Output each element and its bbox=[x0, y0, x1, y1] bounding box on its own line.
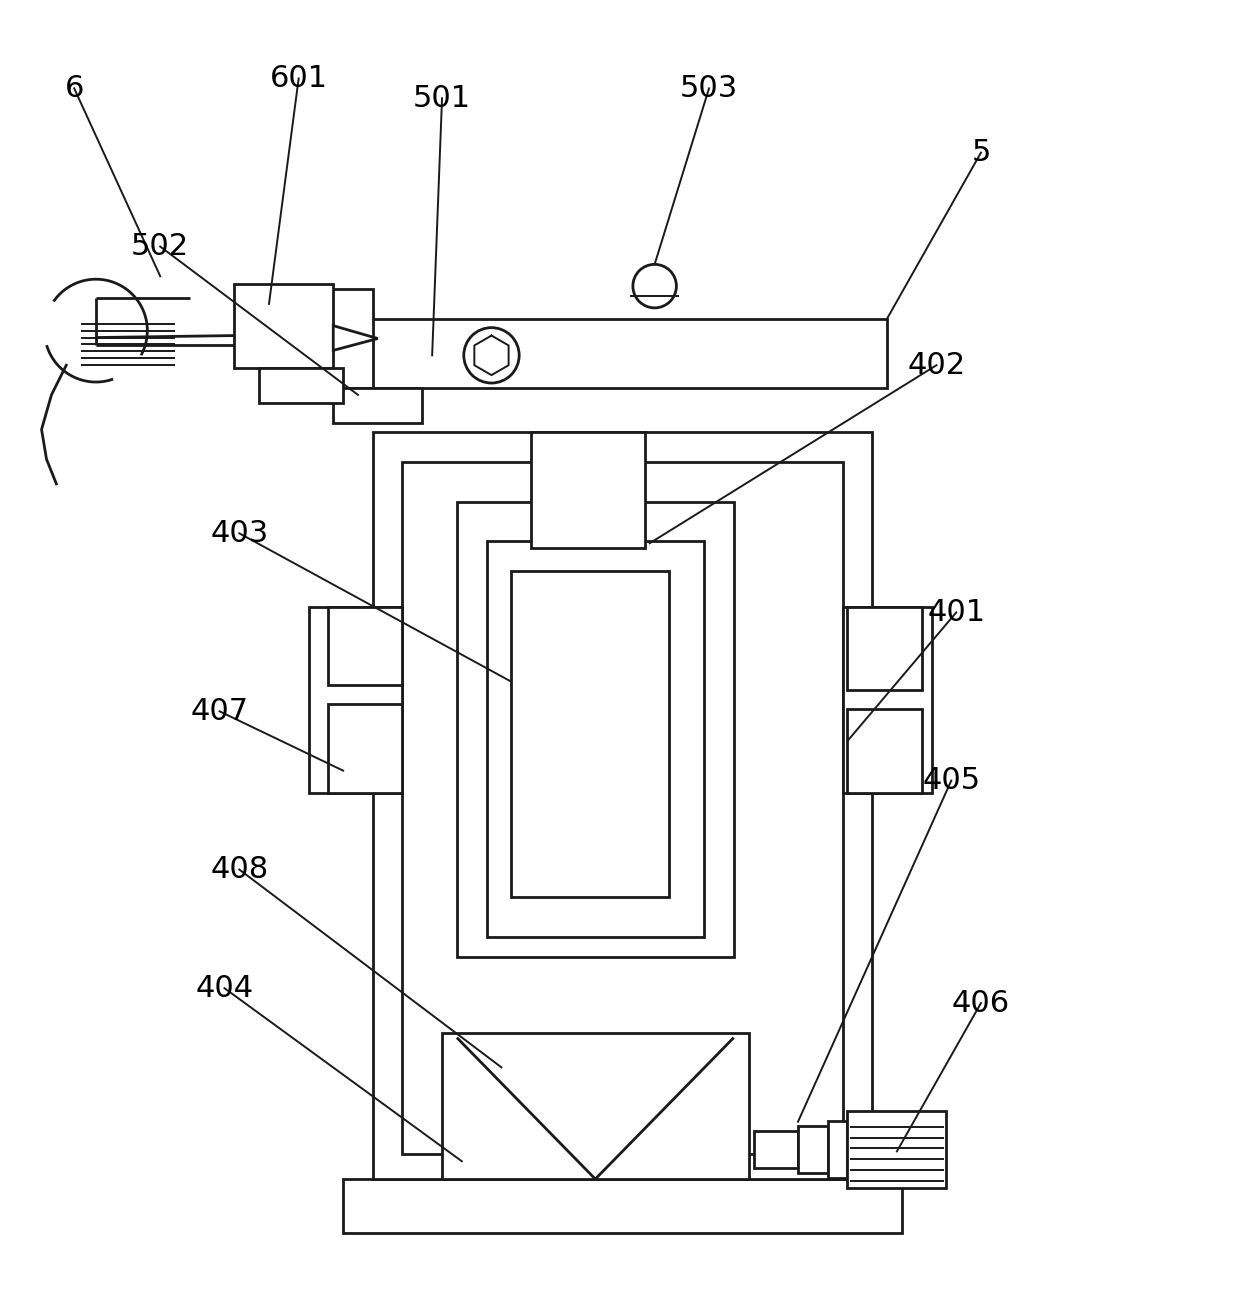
Circle shape bbox=[464, 328, 519, 383]
Text: 408: 408 bbox=[210, 855, 269, 884]
Bar bbox=[334, 319, 886, 388]
Bar bbox=[843, 608, 931, 793]
Bar bbox=[532, 432, 645, 548]
Text: 403: 403 bbox=[210, 518, 269, 548]
Text: 407: 407 bbox=[190, 697, 249, 725]
Bar bbox=[372, 432, 873, 1180]
Bar bbox=[798, 1126, 828, 1173]
Bar bbox=[309, 608, 402, 793]
Text: 401: 401 bbox=[928, 598, 985, 628]
Polygon shape bbox=[334, 326, 377, 350]
Bar bbox=[442, 1032, 748, 1180]
Circle shape bbox=[632, 264, 676, 307]
Bar bbox=[234, 284, 334, 368]
Text: 402: 402 bbox=[908, 350, 966, 380]
Text: 5: 5 bbox=[971, 138, 991, 167]
Bar bbox=[848, 710, 921, 793]
Polygon shape bbox=[457, 1038, 733, 1180]
Bar bbox=[457, 501, 733, 957]
Bar bbox=[299, 289, 372, 388]
Text: 6: 6 bbox=[65, 74, 83, 103]
Bar bbox=[848, 1111, 946, 1187]
Text: 405: 405 bbox=[923, 766, 980, 796]
Bar bbox=[259, 368, 344, 402]
Bar bbox=[329, 608, 402, 685]
Bar bbox=[329, 704, 402, 793]
Text: 501: 501 bbox=[413, 83, 471, 113]
Bar bbox=[753, 1130, 798, 1168]
Text: 404: 404 bbox=[195, 974, 254, 1003]
Bar bbox=[344, 1180, 901, 1233]
Text: 503: 503 bbox=[680, 74, 738, 103]
Text: 502: 502 bbox=[131, 232, 189, 262]
Text: 601: 601 bbox=[270, 64, 327, 92]
Bar bbox=[334, 388, 422, 423]
Bar bbox=[402, 462, 843, 1155]
Bar bbox=[828, 1121, 848, 1178]
Bar bbox=[848, 608, 921, 690]
Bar bbox=[512, 570, 670, 897]
Text: 406: 406 bbox=[952, 988, 1010, 1018]
Bar bbox=[487, 542, 705, 936]
